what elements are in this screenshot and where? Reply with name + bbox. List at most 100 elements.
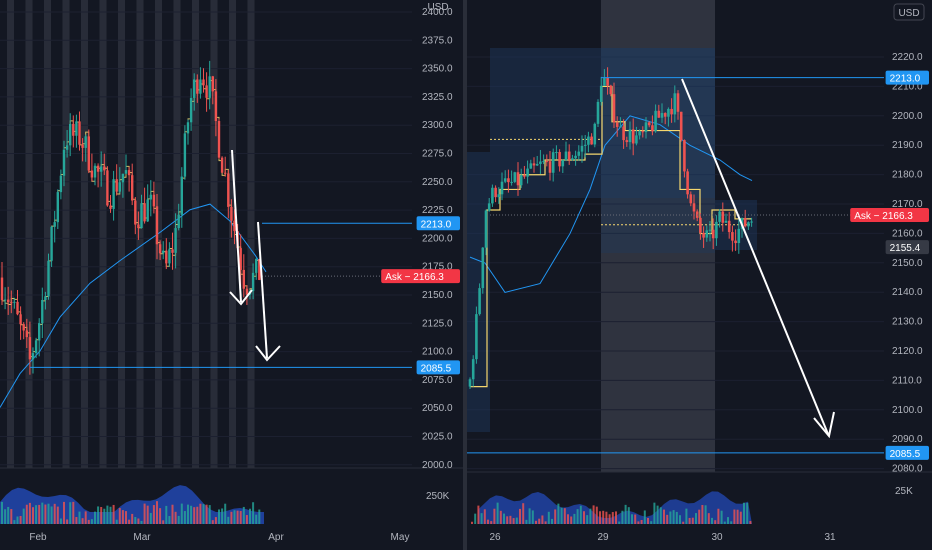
- candle[interactable]: [679, 111, 683, 141]
- candle[interactable]: [471, 359, 475, 380]
- candle[interactable]: [19, 314, 22, 325]
- candle[interactable]: [535, 163, 539, 166]
- candle[interactable]: [625, 140, 629, 143]
- candle[interactable]: [28, 337, 32, 360]
- candle[interactable]: [41, 299, 44, 324]
- candle[interactable]: [532, 163, 536, 166]
- candle[interactable]: [180, 176, 183, 215]
- candle[interactable]: [551, 152, 555, 173]
- candle[interactable]: [84, 136, 87, 148]
- candle[interactable]: [189, 97, 193, 123]
- candlesticks[interactable]: [468, 67, 753, 390]
- candle[interactable]: [50, 226, 53, 261]
- candle[interactable]: [484, 210, 488, 248]
- candle[interactable]: [481, 247, 485, 289]
- candle[interactable]: [641, 131, 645, 133]
- candle[interactable]: [242, 269, 245, 289]
- candle[interactable]: [587, 136, 590, 145]
- candle[interactable]: [475, 314, 478, 360]
- candle[interactable]: [596, 101, 600, 124]
- candle[interactable]: [526, 168, 529, 177]
- candle[interactable]: [155, 206, 159, 245]
- candle[interactable]: [220, 157, 224, 173]
- candle[interactable]: [146, 199, 149, 222]
- candle[interactable]: [208, 76, 211, 98]
- candle[interactable]: [103, 166, 106, 171]
- candle[interactable]: [567, 151, 571, 160]
- candle[interactable]: [152, 194, 156, 207]
- candle[interactable]: [583, 144, 587, 146]
- candle[interactable]: [7, 299, 10, 303]
- candle[interactable]: [673, 93, 677, 115]
- candle[interactable]: [580, 145, 584, 152]
- candle[interactable]: [44, 296, 47, 300]
- candle[interactable]: [121, 173, 125, 183]
- candle[interactable]: [523, 175, 526, 177]
- candle[interactable]: [667, 108, 670, 117]
- horizontal-levels[interactable]: [30, 222, 412, 368]
- candle[interactable]: [727, 220, 731, 233]
- candle[interactable]: [708, 229, 712, 231]
- candle[interactable]: [491, 187, 494, 204]
- candle[interactable]: [16, 301, 19, 315]
- right-chart-pane[interactable]: USD 2220.0 2210.0 2200.0 2190.0 2180.0 2170.0…: [467, 0, 932, 543]
- candle[interactable]: [193, 79, 196, 98]
- candle[interactable]: [686, 171, 689, 195]
- candle[interactable]: [22, 324, 25, 331]
- candle[interactable]: [603, 77, 606, 86]
- candle[interactable]: [487, 203, 491, 211]
- candle[interactable]: [622, 126, 625, 141]
- pane-divider[interactable]: [463, 0, 467, 550]
- candle[interactable]: [542, 161, 545, 163]
- candle[interactable]: [699, 217, 702, 233]
- candle[interactable]: [251, 272, 255, 292]
- candle[interactable]: [59, 175, 63, 193]
- candle[interactable]: [571, 158, 574, 160]
- candle[interactable]: [468, 379, 472, 387]
- candle[interactable]: [72, 123, 75, 136]
- candle[interactable]: [689, 194, 693, 204]
- candle[interactable]: [211, 76, 214, 92]
- time-axis[interactable]: 26 29 30 31: [489, 532, 836, 543]
- candle[interactable]: [224, 172, 227, 174]
- candle[interactable]: [196, 79, 199, 94]
- candle[interactable]: [174, 228, 177, 253]
- candle[interactable]: [109, 205, 112, 209]
- candle[interactable]: [516, 172, 520, 186]
- candle[interactable]: [619, 126, 622, 128]
- candle[interactable]: [214, 91, 218, 122]
- candle[interactable]: [750, 221, 753, 223]
- candle[interactable]: [635, 135, 638, 144]
- left-chart-pane[interactable]: USD 2400.0 2375.0 2350.0 2325.0 2300.0 2275.0…: [0, 0, 463, 543]
- candle[interactable]: [255, 259, 258, 273]
- candle[interactable]: [149, 194, 152, 200]
- candle[interactable]: [737, 228, 741, 244]
- candle[interactable]: [100, 166, 103, 172]
- candle[interactable]: [615, 122, 619, 127]
- candle[interactable]: [660, 113, 664, 118]
- horizontal-levels[interactable]: [467, 77, 884, 454]
- candle[interactable]: [162, 250, 165, 254]
- candle[interactable]: [577, 151, 581, 156]
- candle[interactable]: [69, 123, 72, 146]
- candle[interactable]: [134, 200, 137, 225]
- candle[interactable]: [670, 108, 673, 115]
- candle[interactable]: [177, 214, 180, 229]
- candle[interactable]: [78, 121, 81, 145]
- candle[interactable]: [258, 259, 261, 280]
- candle[interactable]: [702, 232, 705, 238]
- trend-arrow[interactable]: [257, 221, 268, 359]
- candle[interactable]: [25, 330, 28, 338]
- candle[interactable]: [747, 222, 750, 227]
- candle[interactable]: [127, 170, 131, 176]
- candle[interactable]: [628, 129, 632, 143]
- candle[interactable]: [494, 187, 497, 198]
- candle[interactable]: [657, 110, 661, 118]
- drawn-arrows[interactable]: [681, 78, 835, 439]
- candle[interactable]: [38, 323, 41, 341]
- candle[interactable]: [718, 211, 721, 222]
- candle[interactable]: [158, 244, 162, 254]
- candle[interactable]: [631, 129, 635, 144]
- candle[interactable]: [96, 165, 100, 172]
